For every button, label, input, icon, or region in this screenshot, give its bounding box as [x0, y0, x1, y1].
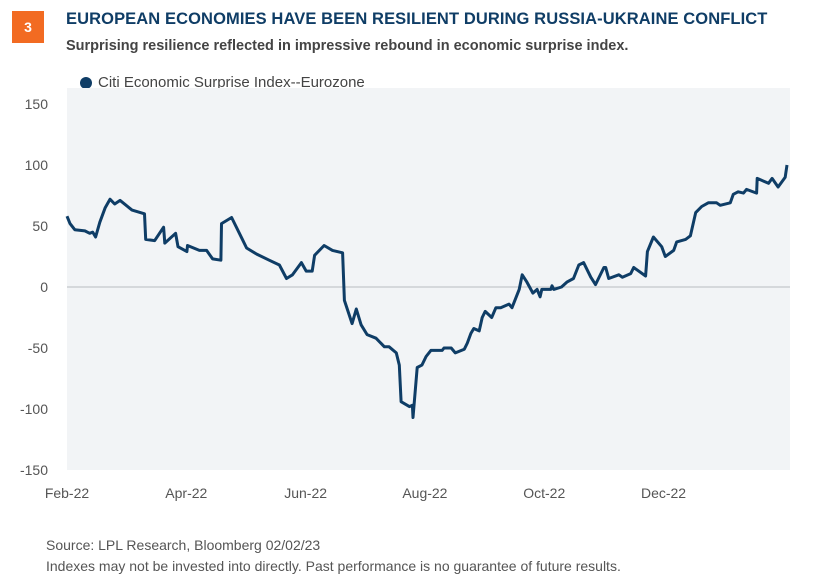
series-line-citi-eurozone	[65, 164, 789, 419]
x-tick-label: Aug-22	[402, 485, 447, 501]
y-tick-label: 100	[25, 157, 49, 173]
legend: Citi Economic Surprise Index--Eurozone	[80, 74, 365, 91]
source-note: Source: LPL Research, Bloomberg 02/02/23	[46, 537, 321, 553]
y-tick-label: 0	[40, 279, 48, 295]
y-tick-label: 50	[32, 218, 48, 234]
x-tick-label: Jun-22	[284, 485, 327, 501]
legend-label: Citi Economic Surprise Index--Eurozone	[98, 74, 365, 91]
x-tick-label: Dec-22	[641, 485, 686, 501]
disclaimer-note: Indexes may not be invested into directl…	[46, 558, 621, 574]
y-tick-label: -50	[28, 340, 48, 356]
x-tick-label: Oct-22	[523, 485, 565, 501]
x-tick-label: Feb-22	[45, 485, 90, 501]
chart-subtitle: Surprising resilience reflected in impre…	[66, 38, 629, 54]
y-tick-label: 150	[25, 96, 49, 112]
legend-dot-icon	[80, 76, 92, 89]
plot-area	[67, 88, 790, 470]
figure-number-badge: 3	[12, 11, 44, 43]
y-tick-label: -150	[20, 462, 48, 478]
y-tick-label: -100	[20, 401, 48, 417]
x-tick-label: Apr-22	[165, 485, 207, 501]
chart-title: EUROPEAN ECONOMIES HAVE BEEN RESILIENT D…	[66, 10, 768, 28]
